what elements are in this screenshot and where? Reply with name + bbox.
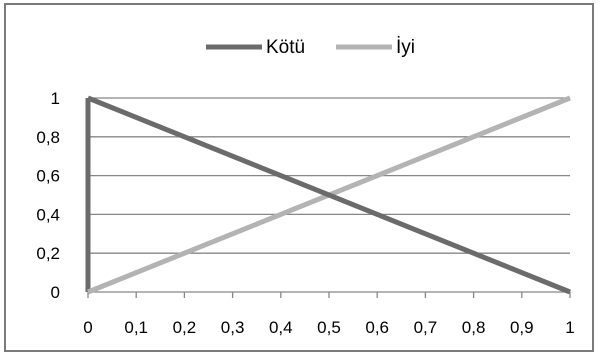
series-lines xyxy=(85,95,571,295)
x-tick-label: 0,7 xyxy=(414,318,438,337)
x-tick-label: 0,1 xyxy=(124,318,148,337)
legend-label-iyi: İyi xyxy=(396,37,415,58)
y-tick-label: 0,2 xyxy=(36,244,60,263)
x-axis-ticks: 0 0,1 0,2 0,3 0,4 0,5 0,6 0,7 0,8 0,9 1 xyxy=(83,292,575,337)
y-tick-label: 1 xyxy=(51,89,60,108)
x-tick-label: 0,8 xyxy=(462,318,486,337)
x-tick-label: 0,5 xyxy=(317,318,341,337)
y-tick-label: 0,6 xyxy=(36,167,60,186)
y-tick-label: 0,4 xyxy=(36,205,60,224)
y-axis-ticks: 0 0,2 0,4 0,6 0,8 1 xyxy=(36,89,60,302)
y-tick-label: 0,8 xyxy=(36,128,60,147)
x-tick-label: 0,9 xyxy=(510,318,534,337)
x-tick-label: 0,2 xyxy=(173,318,197,337)
x-tick-label: 0 xyxy=(83,318,92,337)
gridlines xyxy=(88,97,570,293)
x-tick-label: 1 xyxy=(565,318,574,337)
series-line-kotu xyxy=(87,95,571,295)
chart-frame xyxy=(4,3,594,352)
x-tick-label: 0,3 xyxy=(221,318,245,337)
y-tick-label: 0 xyxy=(51,283,60,302)
x-tick-label: 0,4 xyxy=(269,318,293,337)
x-tick-label: 0,6 xyxy=(365,318,389,337)
legend-label-kotu: Kötü xyxy=(266,37,305,58)
legend: Kötü İyi xyxy=(206,37,415,58)
